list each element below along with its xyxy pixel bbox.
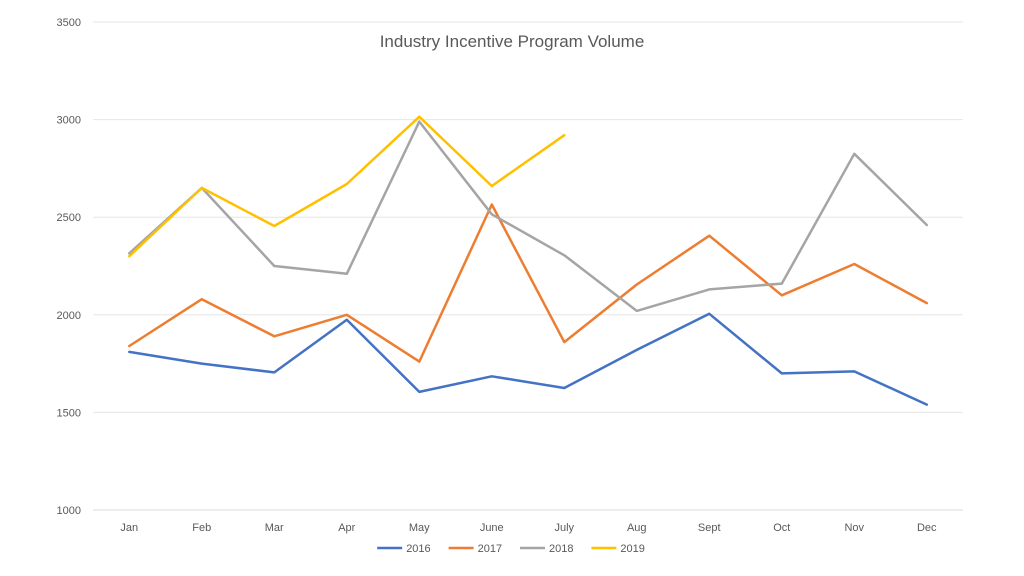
legend-item-2017: 2017 — [448, 543, 502, 555]
series-line-2017 — [128, 203, 929, 363]
x-tick-label: Feb — [192, 522, 211, 534]
x-tick-label: July — [554, 522, 574, 534]
x-tick-label: June — [480, 522, 504, 534]
legend-label: 2019 — [620, 543, 644, 555]
series-lines — [128, 115, 929, 406]
x-tick-label: Nov — [844, 522, 864, 534]
legend-label: 2016 — [406, 543, 430, 555]
y-tick-label: 1000 — [57, 505, 81, 517]
x-tick-label: Apr — [338, 522, 355, 534]
gridlines — [93, 21, 963, 511]
y-tick-label: 2000 — [57, 310, 81, 322]
series-line-2019 — [128, 115, 566, 258]
legend-label: 2018 — [549, 543, 573, 555]
series-line-2016 — [128, 312, 929, 406]
legend-item-2016: 2016 — [377, 543, 431, 555]
y-tick-label: 3500 — [57, 17, 81, 29]
legend-label: 2017 — [478, 543, 502, 555]
x-tick-label: Sept — [698, 522, 721, 534]
legend-item-2019: 2019 — [591, 543, 645, 555]
y-axis-tick-labels: 1000 1500 2000 2500 3000 3500 — [57, 17, 81, 517]
x-axis-tick-labels: Jan Feb Mar Apr May June July Aug Sept Oct Nov Dec — [120, 522, 937, 534]
chart-title: Industry Incentive Program Volume — [380, 32, 645, 51]
y-tick-label: 3000 — [57, 115, 81, 127]
series-line-2018 — [128, 120, 929, 313]
legend: 2016 2017 2018 2019 — [377, 543, 645, 555]
x-tick-label: May — [409, 522, 430, 534]
x-tick-label: Aug — [627, 522, 647, 534]
x-tick-label: Mar — [265, 522, 284, 534]
legend-item-2018: 2018 — [520, 543, 573, 555]
x-tick-label: Oct — [773, 522, 790, 534]
y-tick-label: 1500 — [57, 407, 81, 419]
x-tick-label: Dec — [917, 522, 937, 534]
x-tick-label: Jan — [120, 522, 138, 534]
y-tick-label: 2500 — [57, 212, 81, 224]
